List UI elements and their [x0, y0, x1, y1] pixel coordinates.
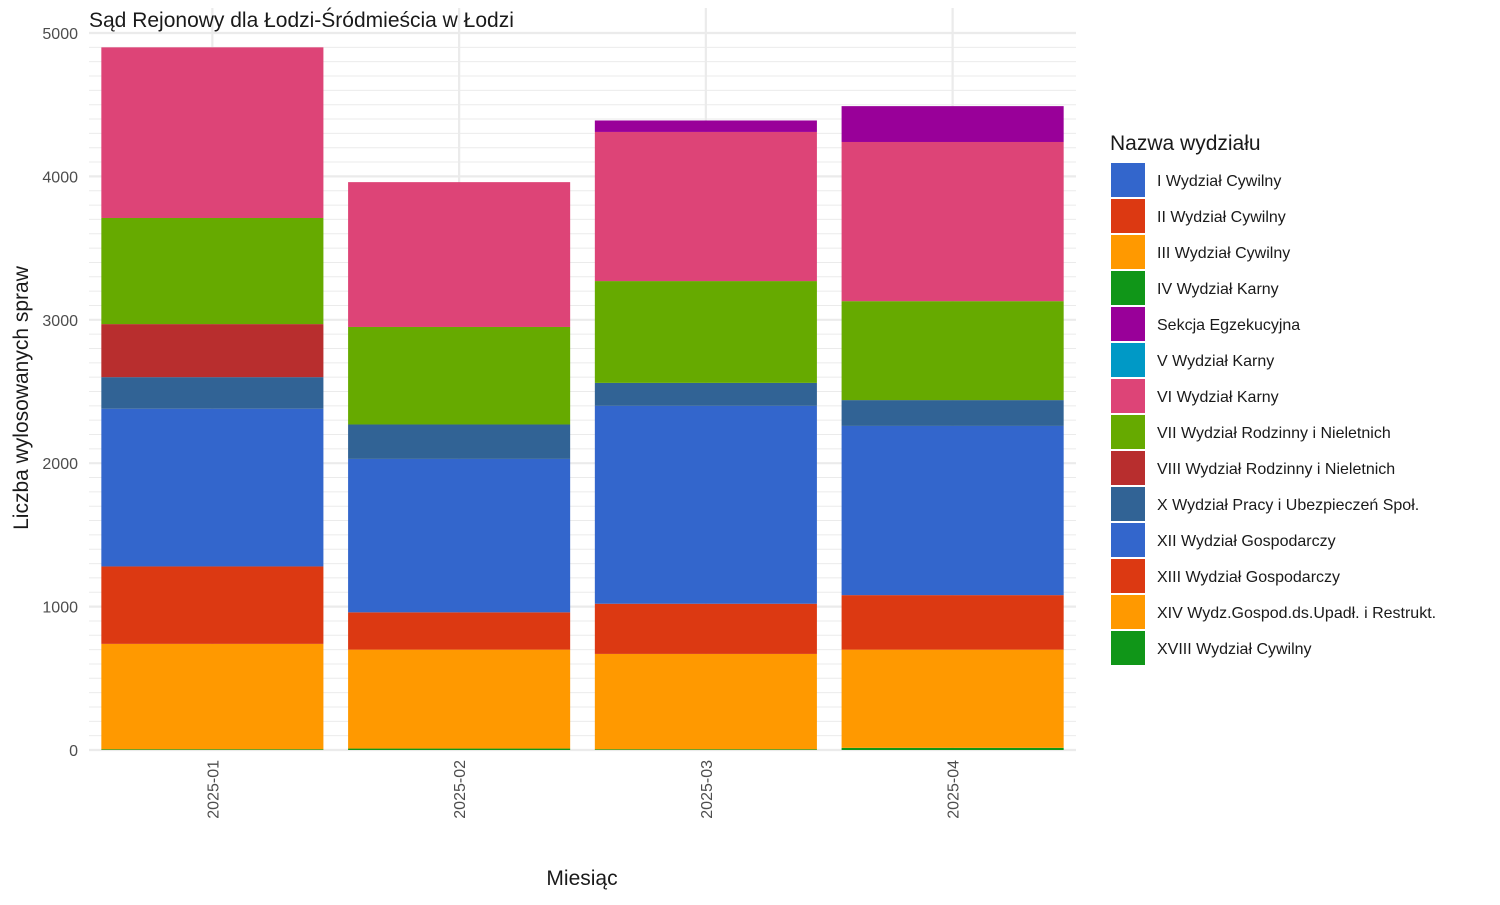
legend-swatch [1111, 559, 1145, 593]
legend-label: I Wydział Cywilny [1157, 173, 1281, 190]
y-tick-label: 2000 [42, 456, 78, 473]
bar-segment [841, 141, 1064, 302]
legend-swatch [1111, 379, 1145, 413]
bars [101, 47, 1064, 750]
legend-label: V Wydział Karny [1157, 353, 1274, 370]
x-tick-label: 2025-04 [946, 760, 963, 819]
bar-segment [594, 281, 817, 383]
x-tick-label: 2025-03 [699, 760, 716, 819]
legend-label: VII Wydział Rodzinny i Nieletnich [1157, 425, 1391, 442]
bar-segment [841, 595, 1064, 650]
bar-segment [841, 747, 1064, 750]
bar-segment [841, 400, 1064, 426]
bar-segment [841, 425, 1064, 596]
bar-segment [594, 131, 817, 282]
legend-swatch [1111, 451, 1145, 485]
bar-segment [841, 301, 1064, 401]
x-tick-label: 2025-02 [452, 760, 469, 819]
bar-segment [594, 120, 817, 132]
bar-segment [594, 653, 817, 750]
legend-label: XIV Wydz.Gospod.ds.Upadł. i Restrukt. [1157, 605, 1436, 622]
bar-segment [348, 748, 571, 750]
x-tick-label: 2025-01 [205, 760, 222, 819]
legend-swatch [1111, 631, 1145, 665]
legend-swatch [1111, 343, 1145, 377]
legend: Nazwa wydziału I Wydział Cywilny II Wydzi… [1110, 132, 1436, 665]
legend-items: I Wydział Cywilny II Wydział Cywilny III W… [1111, 163, 1436, 665]
y-axis-title: Liczba wylosowanych spraw [10, 265, 33, 530]
legend-swatch [1111, 523, 1145, 557]
bar-segment [348, 182, 571, 327]
legend-label: VIII Wydział Rodzinny i Nieletnich [1157, 461, 1395, 478]
bar-segment [101, 566, 324, 644]
y-tick-label: 4000 [42, 169, 78, 186]
legend-label: VI Wydział Karny [1157, 389, 1279, 406]
legend-label: XVIII Wydział Cywilny [1157, 641, 1312, 658]
bar-segment [594, 382, 817, 406]
bar-segment [348, 649, 571, 749]
legend-swatch [1111, 487, 1145, 521]
bar-segment [594, 749, 817, 750]
legend-label: IV Wydział Karny [1157, 281, 1279, 298]
bar-segment [101, 324, 324, 378]
legend-label: Sekcja Egzekucyjna [1157, 317, 1300, 334]
legend-label: X Wydział Pracy i Ubezpieczeń Społ. [1157, 497, 1419, 514]
bar-segment [348, 612, 571, 650]
bar-segment [348, 326, 571, 425]
y-tick-label: 1000 [42, 600, 78, 617]
legend-label: XII Wydział Gospodarczy [1157, 533, 1336, 550]
bar-segment [101, 377, 324, 409]
y-tick-label: 0 [69, 743, 78, 760]
x-axis-ticks: 2025-01 2025-02 2025-03 2025-04 [205, 760, 962, 819]
legend-swatch [1111, 271, 1145, 305]
y-axis-ticks: 0 1000 2000 3000 4000 5000 [42, 26, 78, 760]
bar-segment [594, 603, 817, 654]
legend-swatch [1111, 163, 1145, 197]
x-axis-title: Miesiąc [546, 867, 617, 890]
legend-swatch [1111, 307, 1145, 341]
bar-segment [101, 47, 324, 218]
legend-title: Nazwa wydziału [1110, 132, 1261, 155]
legend-swatch [1111, 415, 1145, 449]
y-tick-label: 3000 [42, 313, 78, 330]
bar-segment [348, 424, 571, 459]
bar-segment [594, 405, 817, 604]
legend-swatch [1111, 595, 1145, 629]
bar-segment [101, 749, 324, 750]
bar-segment [841, 106, 1064, 142]
bar-segment [101, 408, 324, 567]
bar-segment [348, 458, 571, 613]
y-tick-label: 5000 [42, 26, 78, 43]
bar-segment [841, 649, 1064, 748]
bar-segment [101, 217, 324, 325]
legend-swatch [1111, 235, 1145, 269]
legend-swatch [1111, 199, 1145, 233]
legend-label: II Wydział Cywilny [1157, 209, 1286, 226]
legend-label: III Wydział Cywilny [1157, 245, 1290, 262]
chart-title: Sąd Rejonowy dla Łodzi-Śródmieścia w Łod… [89, 8, 514, 32]
legend-label: XIII Wydział Gospodarczy [1157, 569, 1340, 586]
bar-segment [101, 643, 324, 750]
